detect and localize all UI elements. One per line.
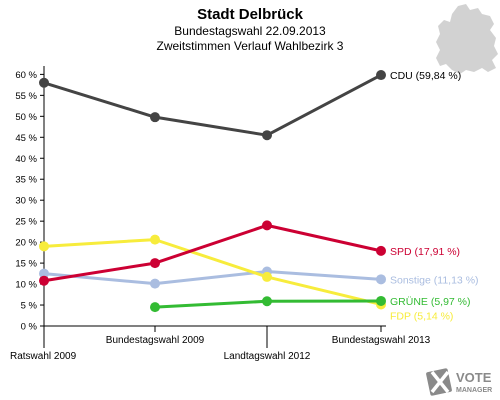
data-point-fdp (150, 234, 160, 245)
data-point-cdu (376, 70, 386, 81)
x-tick-label: Bundestagswahl 2013 (332, 335, 431, 346)
y-tick-label: 15 % (15, 259, 37, 270)
y-tick-label: 0 % (21, 322, 38, 333)
data-point-cdu (262, 130, 272, 141)
series-line-spd (43, 223, 382, 283)
data-point-sonstige (39, 268, 49, 279)
data-point-cdu (39, 77, 49, 88)
end-label-fdp: FDP (5,14 %) (390, 310, 453, 322)
series-line-fdp (43, 238, 382, 306)
x-tick-label: Ratswahl 2009 (10, 351, 77, 362)
data-point-grüne (150, 302, 160, 313)
data-point-cdu (150, 112, 160, 123)
end-label-sonstige: Sonstige (11,13 %) (390, 274, 479, 286)
end-label-spd: SPD (17,91 %) (390, 246, 460, 258)
data-point-grüne (376, 295, 386, 306)
chart-title: Stadt Delbrück (197, 6, 304, 23)
y-axis-ticks: 0 % 5 % 10 % 15 % 20 % 25 % 30 % 35 % 40 % 45 % 50… (15, 70, 44, 333)
ballot-x-icon (426, 368, 452, 396)
chart-subtitle-line-2: Zweitstimmen Verlauf Wahlbezirk 3 (157, 39, 344, 53)
y-tick-label: 50 % (15, 112, 37, 123)
data-point-spd (262, 220, 272, 231)
end-label-grüne: GRÜNE (5,97 %) (390, 296, 471, 308)
series-line-cdu (43, 73, 382, 137)
y-tick-label: 30 % (15, 196, 37, 207)
data-point-grüne (262, 296, 272, 307)
data-point-sonstige (150, 278, 160, 289)
x-axis-ticks: Ratswahl 2009 Bundestagswahl 2009 Landtags… (10, 326, 431, 362)
data-point-fdp (39, 241, 49, 252)
y-tick-label: 35 % (15, 175, 37, 186)
y-tick-label: 40 % (15, 154, 37, 165)
vote-manager-logo: VOTE MANAGER (426, 368, 492, 396)
germany-map-icon (436, 4, 498, 74)
y-tick-label: 45 % (15, 133, 37, 144)
y-tick-label: 10 % (15, 280, 37, 291)
y-tick-label: 5 % (21, 301, 38, 312)
y-tick-label: 25 % (15, 217, 37, 228)
x-tick-label: Bundestagswahl 2009 (106, 335, 205, 346)
data-series (39, 70, 386, 313)
series-line-sonstige (43, 269, 382, 286)
series-end-labels: Sonstige (11,13 %) FDP (5,14 %) SPD (17,91… (390, 70, 479, 322)
chart-subtitle-line-1: Bundestagswahl 22.09.2013 (174, 24, 326, 38)
end-label-cdu: CDU (59,84 %) (390, 70, 461, 82)
data-point-spd (376, 245, 386, 256)
y-tick-label: 55 % (15, 91, 37, 102)
data-point-fdp (262, 271, 272, 282)
data-point-spd (39, 275, 49, 286)
data-point-sonstige (376, 274, 386, 285)
logo-word-vote: VOTE (456, 370, 492, 385)
x-tick-label: Landtagswahl 2012 (224, 351, 311, 362)
data-point-spd (150, 258, 160, 269)
logo-word-manager: MANAGER (456, 387, 492, 394)
y-tick-label: 60 % (15, 70, 37, 81)
y-tick-label: 20 % (15, 238, 37, 249)
